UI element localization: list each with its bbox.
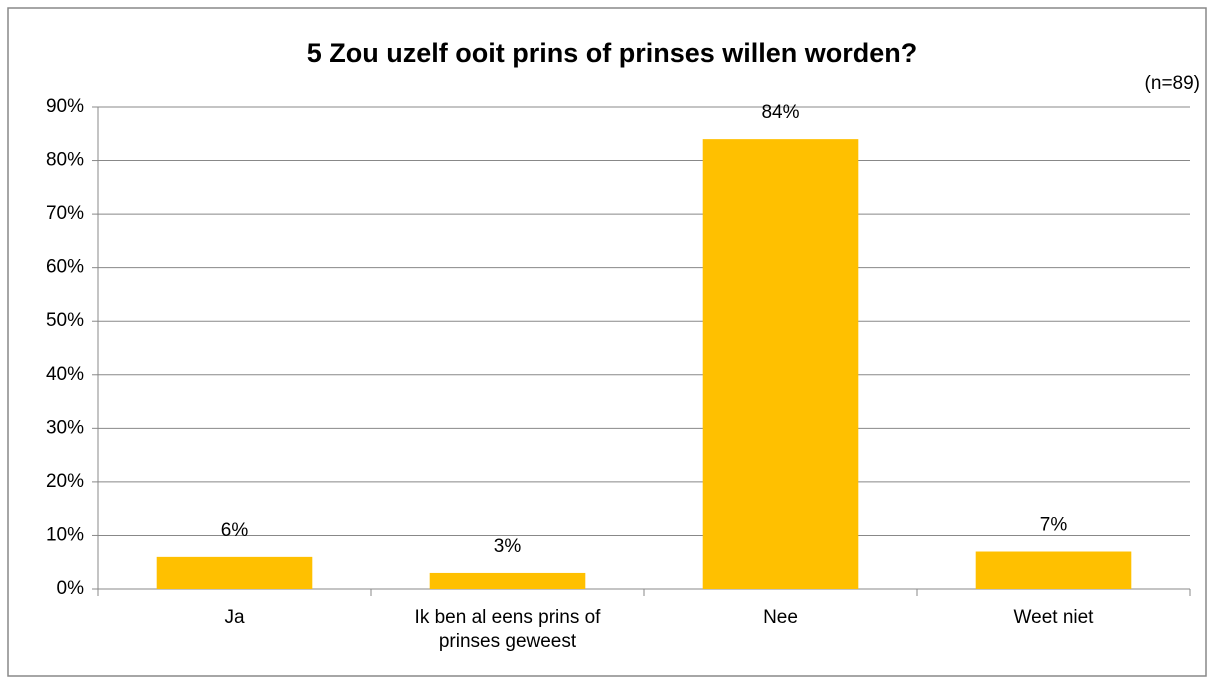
value-label: 3% [494, 536, 522, 557]
bar [975, 551, 1132, 589]
value-label: 6% [221, 520, 249, 541]
y-tick-label: 60% [46, 257, 84, 278]
x-tick-label: Ik ben al eens prins of prinses geweest [414, 607, 601, 652]
x-tick-label-box: Weet niet [1013, 607, 1094, 628]
value-label: 84% [761, 102, 799, 123]
y-tick-label: 10% [46, 524, 84, 545]
chart-title: 5 Zou uzelf ooit prins of prinses willen… [307, 38, 918, 68]
y-tick-label: 0% [57, 578, 85, 599]
bar [702, 139, 859, 589]
x-tick-label: Ja [224, 607, 245, 628]
value-label: 7% [1040, 515, 1068, 536]
x-tick-label-box: Nee [763, 607, 798, 628]
y-tick-label: 50% [46, 310, 84, 331]
x-tick-label: Nee [763, 607, 798, 628]
x-tick-label-box: Ik ben al eens prins of prinses geweest [414, 607, 601, 652]
y-tick-label: 70% [46, 203, 84, 224]
bar [429, 572, 586, 589]
y-tick-label: 90% [46, 96, 84, 117]
y-tick-label: 40% [46, 364, 84, 385]
annotation: (n=89) [1145, 73, 1200, 94]
y-tick-label: 20% [46, 471, 84, 492]
bar [156, 556, 313, 589]
y-tick-label: 30% [46, 417, 84, 438]
x-tick-label: Weet niet [1013, 607, 1094, 628]
y-tick-label: 80% [46, 150, 84, 171]
x-tick-label-box: Ja [224, 607, 245, 628]
